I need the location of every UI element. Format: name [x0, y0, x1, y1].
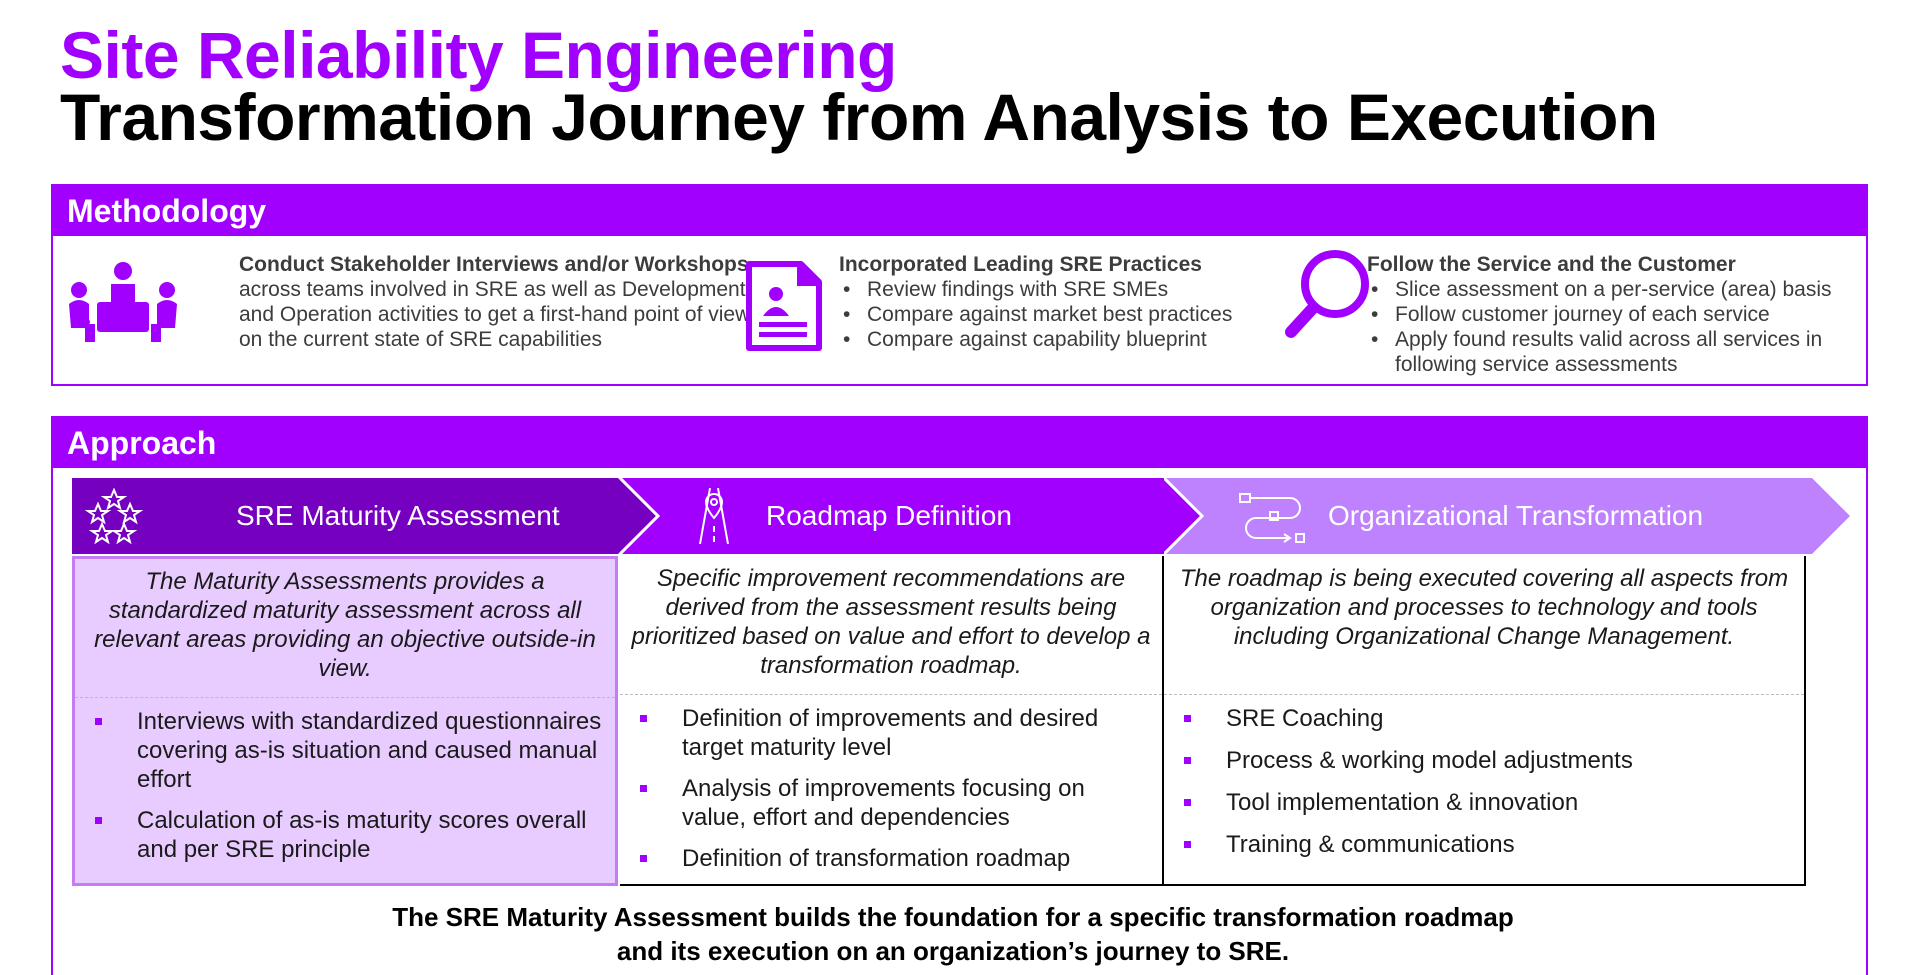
practices-bullet: Compare against market best practices — [839, 302, 1299, 327]
maturity-assessment-bullet: Calculation of as-is maturity scores ove… — [91, 806, 605, 864]
magnifier-icon — [1283, 246, 1373, 347]
approach-steps: SRE Maturity Assessment Roadmap Definiti… — [72, 478, 1852, 554]
box-divider — [620, 694, 1162, 695]
approach-heading: Approach — [53, 418, 1866, 468]
step-organizational-transformation: Organizational Transformation — [1164, 478, 1852, 554]
step-organizational-transformation-label: Organizational Transformation — [1328, 500, 1704, 531]
organizational-transformation-box: The roadmap is being executed covering a… — [1164, 556, 1806, 886]
practices-bullet: Review findings with SRE SMEs — [839, 277, 1299, 302]
approach-panel: Approach — [51, 416, 1868, 975]
stars-icon — [84, 487, 144, 551]
meeting-icon — [67, 260, 179, 351]
service-bullet: Slice assessment on a per-service (area)… — [1367, 277, 1877, 302]
organizational-transformation-bullet: SRE Coaching — [1180, 704, 1794, 733]
service-heading: Follow the Service and the Customer — [1367, 253, 1736, 276]
maturity-assessment-box: The Maturity Assessments provides a stan… — [72, 556, 618, 886]
practices-heading: Incorporated Leading SRE Practices — [839, 253, 1202, 276]
interviews-body: across teams involved in SRE as well as … — [239, 278, 751, 351]
step-roadmap-definition: Roadmap Definition — [620, 478, 1204, 554]
title-line-2: Transformation Journey from Analysis to … — [60, 80, 1658, 154]
maturity-assessment-bullet: Interviews with standardized questionnai… — [91, 707, 605, 794]
title-line-1: Site Reliability Engineering — [60, 18, 897, 92]
interviews-heading: Conduct Stakeholder Interviews and/or Wo… — [239, 253, 749, 276]
footer-statement: The SRE Maturity Assessment builds the f… — [0, 900, 1906, 968]
process-flow-icon — [1238, 490, 1308, 551]
footer-line-2: and its execution on an organization’s j… — [616, 936, 1290, 966]
organizational-transformation-bullet: Process & working model adjustments — [1180, 746, 1794, 775]
box-divider — [1164, 694, 1804, 695]
step-maturity-assessment: SRE Maturity Assessment — [72, 478, 658, 554]
methodology-panel: Methodology Conduct Stakeholder Intervie… — [51, 184, 1868, 386]
maturity-assessment-description: The Maturity Assessments provides a stan… — [94, 568, 596, 682]
service-bullet: Apply found results valid across all ser… — [1367, 327, 1877, 377]
roadmap-definition-bullet: Definition of improvements and desired t… — [636, 704, 1152, 762]
roadmap-definition-bullet: Analysis of improvements focusing on val… — [636, 774, 1152, 832]
roadmap-definition-bullet: Definition of transformation roadmap — [636, 844, 1152, 873]
practices-bullet: Compare against capability blueprint — [839, 327, 1299, 352]
service-bullet: Follow customer journey of each service — [1367, 302, 1877, 327]
step-roadmap-definition-label: Roadmap Definition — [766, 500, 1012, 531]
methodology-heading: Methodology — [53, 186, 1866, 236]
roadmap-definition-box: Specific improvement recommendations are… — [620, 556, 1164, 886]
step-maturity-assessment-label: SRE Maturity Assessment — [236, 500, 560, 531]
document-profile-icon — [743, 260, 827, 357]
roadmap-definition-description: Specific improvement recommendations are… — [631, 565, 1151, 679]
box-divider — [75, 697, 615, 698]
road-pin-icon — [684, 486, 744, 553]
organizational-transformation-bullet: Tool implementation & innovation — [1180, 788, 1794, 817]
organizational-transformation-description: The roadmap is being executed covering a… — [1179, 565, 1789, 650]
organizational-transformation-bullet: Training & communications — [1180, 830, 1794, 859]
footer-line-1: The SRE Maturity Assessment builds the f… — [392, 902, 1514, 932]
